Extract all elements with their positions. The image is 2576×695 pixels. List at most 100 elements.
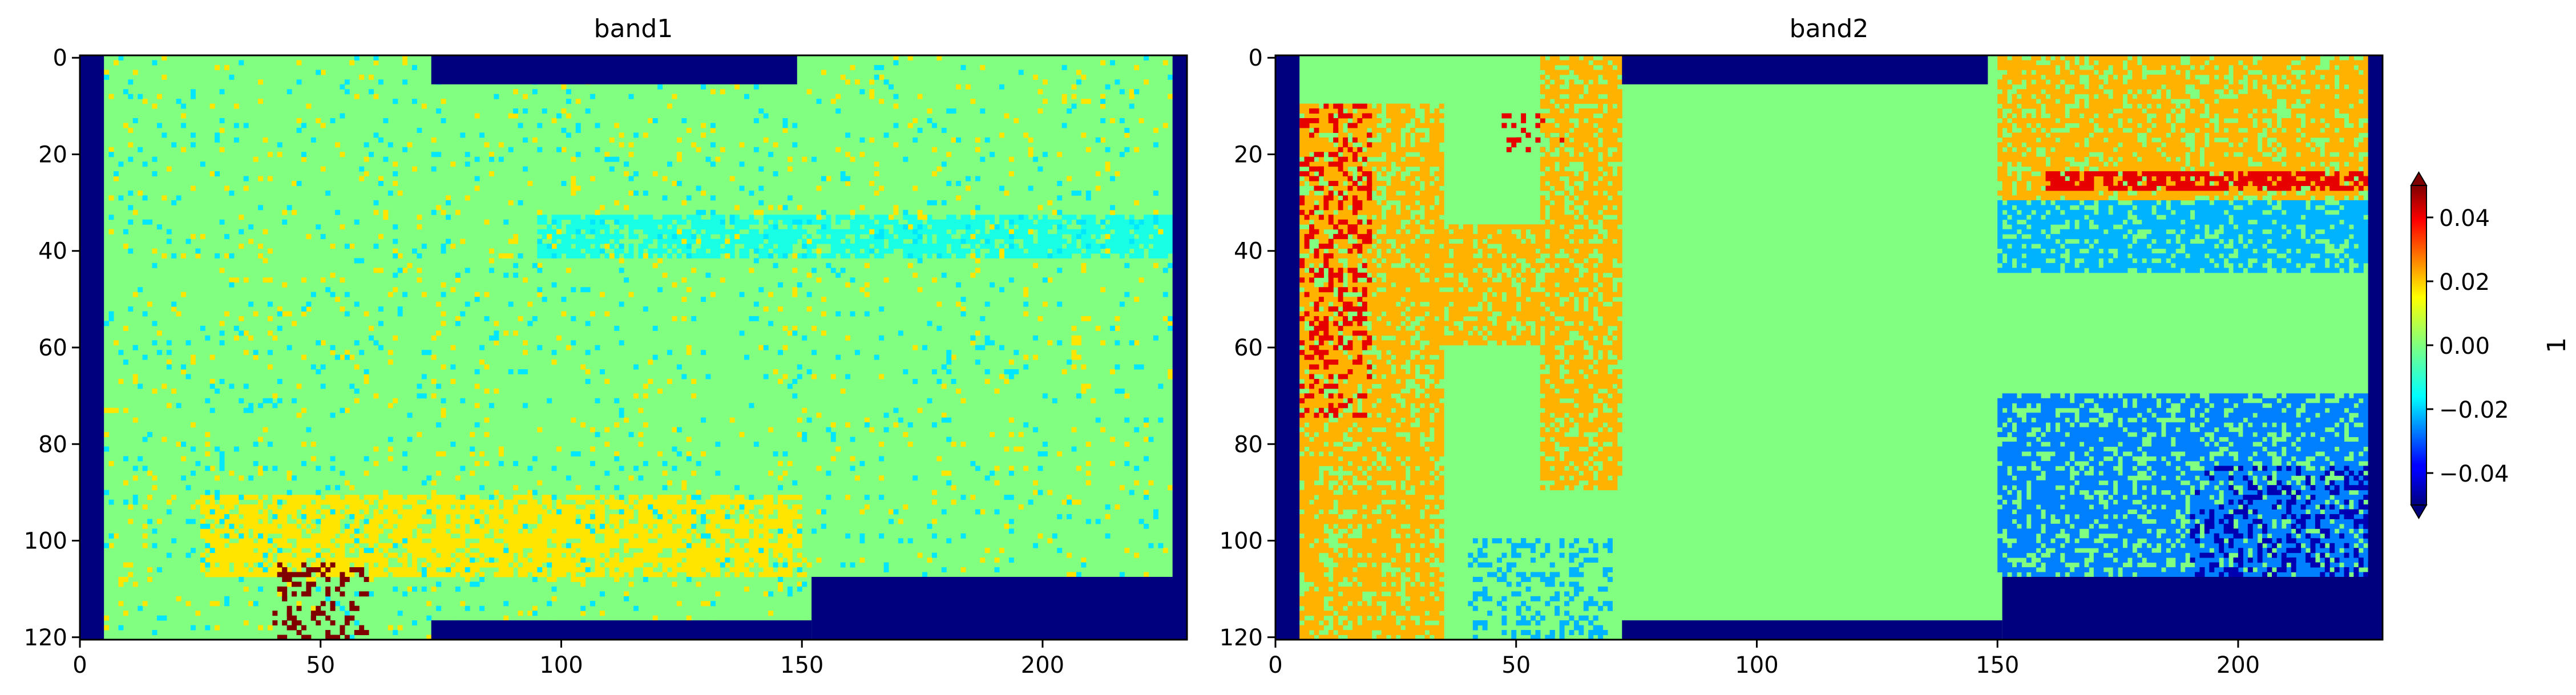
heatmap-cell [470, 519, 475, 524]
heatmap-cell [431, 480, 437, 486]
heatmap-cell [556, 534, 562, 539]
heatmap-cell [552, 534, 557, 539]
heatmap-cell [542, 519, 547, 524]
heatmap-cell [479, 543, 484, 548]
heatmap-cell [1033, 249, 1038, 254]
heatmap-cell [710, 128, 716, 133]
heatmap-cell [990, 220, 995, 225]
heatmap-cell [340, 563, 345, 568]
heatmap-cell [869, 234, 874, 239]
heatmap-cell [1149, 239, 1154, 244]
heatmap-cell [701, 563, 706, 568]
heatmap-cell [378, 504, 383, 510]
heatmap-cell [441, 563, 446, 568]
heatmap-cell [205, 495, 210, 500]
heatmap-cell [311, 504, 316, 510]
heatmap-cell [340, 306, 345, 312]
heatmap-cell [547, 229, 552, 235]
heatmap-cell [758, 543, 764, 548]
heatmap-cell [638, 524, 643, 529]
heatmap-cell [600, 548, 605, 553]
heatmap-cell [537, 528, 542, 534]
heatmap-cell [744, 224, 749, 229]
heatmap-cell [234, 553, 239, 558]
heatmap-cell [455, 538, 461, 543]
heatmap-cell [701, 249, 706, 254]
heatmap-cell [450, 495, 455, 500]
heatmap-cell [609, 504, 615, 510]
heatmap-cell [475, 504, 480, 510]
heatmap-cell [383, 572, 388, 577]
heatmap-cell [782, 514, 788, 519]
heatmap-cell [936, 234, 942, 239]
heatmap-cell [523, 504, 528, 510]
heatmap-cell [523, 510, 528, 515]
heatmap-cell [643, 500, 648, 505]
heatmap-cell [571, 514, 576, 519]
heatmap-cell [638, 538, 643, 543]
heatmap-cell [1096, 249, 1101, 254]
heatmap-cell [681, 229, 687, 235]
heatmap-cell [532, 519, 538, 524]
heatmap-cell [792, 229, 797, 235]
heatmap-cell [393, 495, 398, 500]
heatmap-cell [580, 422, 586, 427]
heatmap-cell [908, 224, 913, 229]
heatmap-cell [624, 567, 629, 572]
heatmap-cell [576, 215, 581, 220]
heatmap-cell [1038, 244, 1043, 249]
heatmap-cell [335, 567, 340, 572]
heatmap-cell [369, 543, 374, 548]
heatmap-cell [758, 519, 764, 524]
heatmap-cell [927, 229, 932, 235]
heatmap-cell [330, 519, 336, 524]
heatmap-cell [869, 94, 874, 99]
heatmap-cell [552, 563, 557, 568]
heatmap-cell [388, 510, 393, 515]
heatmap-cell [1120, 234, 1125, 239]
heatmap-cell [1009, 171, 1014, 176]
heatmap-cell [657, 543, 663, 548]
heatmap-cell [600, 510, 605, 515]
heatmap-cell [715, 510, 720, 515]
heatmap-cell [946, 220, 951, 225]
heatmap-cell [912, 215, 918, 220]
heatmap-cell [643, 239, 648, 244]
heatmap-cell [402, 557, 407, 563]
heatmap-cell [571, 495, 576, 500]
heatmap-cell [287, 500, 292, 505]
heatmap-cell [826, 176, 831, 181]
heatmap-cell [797, 514, 802, 519]
heatmap-cell [229, 557, 234, 563]
heatmap-cell [629, 152, 634, 157]
heatmap-cell [1047, 224, 1052, 229]
heatmap-cell [586, 553, 591, 558]
heatmap-cell [835, 249, 841, 254]
heatmap-cell [677, 234, 682, 239]
heatmap-cell [229, 534, 234, 539]
heatmap-cell [292, 181, 297, 186]
heatmap-cell [412, 495, 417, 500]
heatmap-cell [503, 500, 508, 505]
heatmap-cell [734, 205, 740, 210]
heatmap-cell [595, 524, 600, 529]
heatmap-cell [556, 514, 562, 519]
heatmap-cell [450, 567, 455, 572]
heatmap-cell [1072, 572, 1077, 577]
heatmap-cell [1052, 253, 1057, 258]
heatmap-cell [663, 528, 668, 534]
heatmap-cell [1028, 234, 1033, 239]
heatmap-cell [383, 490, 388, 495]
heatmap-cell [942, 383, 947, 389]
heatmap-cell [691, 500, 696, 505]
heatmap-cell [224, 567, 229, 572]
heatmap-cell [258, 524, 263, 529]
heatmap-cell [205, 548, 210, 553]
heatmap-cell [672, 534, 677, 539]
heatmap-cell [1168, 220, 1173, 225]
heatmap-cell [653, 229, 658, 235]
heatmap-cell [234, 557, 239, 563]
heatmap-cell [340, 567, 345, 572]
heatmap-cell [773, 519, 778, 524]
heatmap-cell [961, 253, 966, 258]
